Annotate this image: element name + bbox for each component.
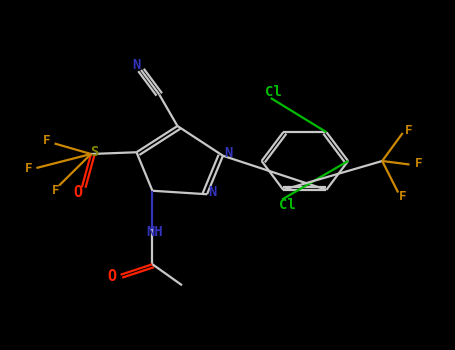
Text: N: N [224, 146, 233, 160]
Text: F: F [25, 161, 32, 175]
Text: N: N [208, 186, 217, 199]
Text: S: S [91, 145, 99, 159]
Text: F: F [415, 157, 422, 170]
Text: F: F [52, 184, 59, 197]
Text: NH: NH [147, 225, 163, 239]
Text: F: F [43, 133, 50, 147]
Text: O: O [74, 185, 83, 200]
Text: F: F [404, 124, 412, 137]
Text: F: F [399, 190, 406, 203]
Text: Cl: Cl [265, 85, 281, 99]
Text: O: O [108, 269, 117, 284]
Text: N: N [132, 58, 141, 72]
Text: Cl: Cl [279, 198, 296, 212]
